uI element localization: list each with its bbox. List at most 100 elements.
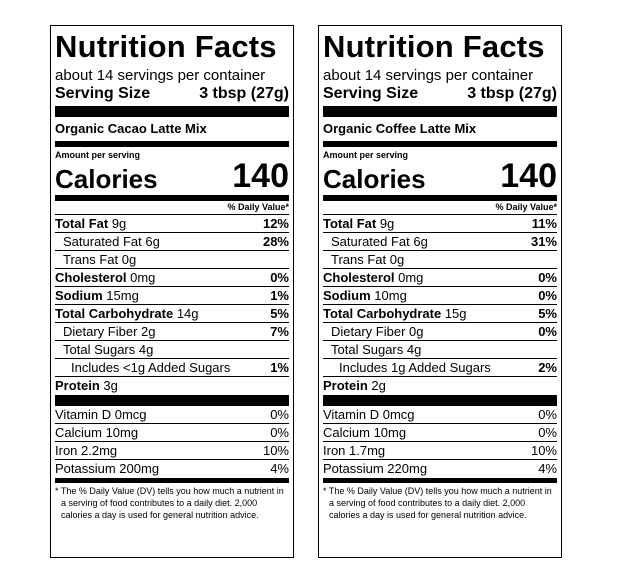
nutrient-row: Cholesterol 0mg 0% <box>55 269 289 287</box>
vitamin-name: Potassium 200mg <box>55 461 160 476</box>
divider-protein <box>55 395 289 406</box>
servings-per-container: about 14 servings per container <box>323 67 534 84</box>
daily-value-footnote: * The % Daily Value (DV) tells you how m… <box>55 486 284 520</box>
nutrient-name: Dietary Fiber 2g <box>63 323 155 340</box>
vitamin-daily-value: 0% <box>270 407 289 422</box>
divider-footnote <box>55 478 289 483</box>
nutrient-row: Total Sugars 4g <box>55 341 289 359</box>
nutrient-amount: 9g <box>376 216 395 231</box>
divider-medium <box>323 141 557 147</box>
nutrient-name: Total Carbohydrate 14g <box>55 305 199 322</box>
nutrient-row: Total Carbohydrate 14g 5% <box>55 305 289 323</box>
nutrient-amount: 0mg <box>126 270 156 285</box>
nutrient-name-bold: Protein <box>55 378 100 393</box>
nutrient-daily-value: 5% <box>538 306 557 321</box>
nutrient-amount: Saturated Fat 6g <box>63 234 160 249</box>
vitamin-name: Vitamin D 0mcg <box>55 407 147 422</box>
servings-per-container: about 14 servings per container <box>55 67 266 84</box>
nutrient-daily-value: 28% <box>262 234 289 249</box>
nutrient-daily-value: 7% <box>270 324 289 339</box>
nutrient-rows: Total Fat 9g 12% Saturated Fat 6g 28% Trans … <box>55 215 289 395</box>
nutrient-row: Total Fat 9g 11% <box>323 215 557 233</box>
nutrient-daily-value: 11% <box>531 216 557 231</box>
vitamin-daily-value: 0% <box>270 425 289 440</box>
divider-thick <box>323 106 557 117</box>
nutrient-amount: 15mg <box>102 288 139 303</box>
nutrient-daily-value: 1% <box>270 360 289 375</box>
nutrient-amount: 3g <box>99 378 118 393</box>
vitamin-name: Vitamin D 0mcg <box>323 407 415 422</box>
vitamin-daily-value: 0% <box>538 407 557 422</box>
vitamin-name: Iron 2.2mg <box>55 443 118 458</box>
nutrient-name-bold: Total Fat <box>323 216 377 231</box>
nutrient-row: Trans Fat 0g <box>323 251 557 269</box>
label-title: Nutrition Facts <box>323 29 545 64</box>
vitamin-daily-value: 10% <box>262 443 289 458</box>
nutrient-daily-value: 0% <box>538 324 557 339</box>
nutrient-name: Saturated Fat 6g <box>63 233 160 250</box>
vitamin-daily-value: 4% <box>270 461 289 476</box>
nutrient-name: Sodium 15mg <box>55 287 139 304</box>
nutrient-row: Sodium 10mg 0% <box>323 287 557 305</box>
nutrient-name: Total Sugars 4g <box>63 341 153 358</box>
nutrient-daily-value: 0% <box>538 270 557 285</box>
vitamin-row: Calcium 10mg 0% <box>323 424 557 442</box>
nutrient-amount: 15g <box>441 306 467 321</box>
vitamin-row: Potassium 220mg 4% <box>323 460 557 478</box>
nutrient-row: Total Sugars 4g <box>323 341 557 359</box>
nutrient-daily-value: 0% <box>538 288 557 303</box>
serving-size-value: 3 tbsp (27g) <box>467 85 557 102</box>
nutrient-name-bold: Total Carbohydrate <box>323 306 442 321</box>
nutrient-daily-value: 2% <box>538 360 557 375</box>
nutrient-name: Total Fat 9g <box>323 215 394 232</box>
nutrient-name: Cholesterol 0mg <box>323 269 423 286</box>
calories-row: Calories 140 <box>323 159 557 193</box>
product-name: Organic Coffee Latte Mix <box>323 121 477 136</box>
vitamin-daily-value: 4% <box>538 461 557 476</box>
serving-size-label: Serving Size <box>55 85 151 102</box>
nutrition-label-coffee: Nutrition Facts about 14 servings per co… <box>318 25 562 558</box>
nutrient-name-bold: Sodium <box>55 288 103 303</box>
serving-size-label: Serving Size <box>323 85 419 102</box>
daily-value-header: % Daily Value* <box>55 201 289 215</box>
vitamin-row: Iron 2.2mg 10% <box>55 442 289 460</box>
vitamin-row: Vitamin D 0mcg 0% <box>55 406 289 424</box>
nutrient-row: Saturated Fat 6g 28% <box>55 233 289 251</box>
serving-size-row: Serving Size 3 tbsp (27g) <box>55 84 289 104</box>
vitamin-name: Calcium 10mg <box>55 425 139 440</box>
nutrient-row: Trans Fat 0g <box>55 251 289 269</box>
nutrient-row: Includes <1g Added Sugars 1% <box>55 359 289 377</box>
nutrient-name: Trans Fat 0g <box>331 251 404 268</box>
nutrient-name: Saturated Fat 6g <box>331 233 428 250</box>
nutrient-daily-value: 12% <box>262 216 289 231</box>
nutrient-amount: Total Sugars 4g <box>63 342 154 357</box>
calories-value: 140 <box>232 157 289 195</box>
nutrient-row: Sodium 15mg 1% <box>55 287 289 305</box>
nutrient-name: Total Carbohydrate 15g <box>323 305 467 322</box>
nutrient-row: Cholesterol 0mg 0% <box>323 269 557 287</box>
nutrient-row: Protein 3g <box>55 377 289 395</box>
nutrient-name: Trans Fat 0g <box>63 251 136 268</box>
vitamin-daily-value: 10% <box>530 443 557 458</box>
nutrient-row: Dietary Fiber 0g 0% <box>323 323 557 341</box>
nutrient-name: Protein 3g <box>55 377 118 395</box>
nutrient-name-bold: Total Fat <box>55 216 109 231</box>
amount-per-serving: Amount per serving <box>55 150 141 160</box>
nutrient-row: Includes 1g Added Sugars 2% <box>323 359 557 377</box>
nutrient-daily-value: 31% <box>530 234 557 249</box>
vitamin-row: Vitamin D 0mcg 0% <box>323 406 557 424</box>
vitamin-row: Calcium 10mg 0% <box>55 424 289 442</box>
nutrient-daily-value: 0% <box>270 270 289 285</box>
nutrient-amount: 14g <box>173 306 199 321</box>
nutrient-name: Sodium 10mg <box>323 287 407 304</box>
product-name: Organic Cacao Latte Mix <box>55 121 207 136</box>
nutrient-name-bold: Sodium <box>323 288 371 303</box>
nutrient-amount: Dietary Fiber 0g <box>331 324 424 339</box>
vitamin-name: Iron 1.7mg <box>323 443 386 458</box>
nutrient-amount: Dietary Fiber 2g <box>63 324 156 339</box>
nutrient-amount: Trans Fat 0g <box>63 252 137 267</box>
vitamin-row: Iron 1.7mg 10% <box>323 442 557 460</box>
nutrient-name: Total Fat 9g <box>55 215 126 232</box>
nutrient-name-bold: Protein <box>323 378 368 393</box>
nutrient-name-bold: Cholesterol <box>323 270 395 285</box>
